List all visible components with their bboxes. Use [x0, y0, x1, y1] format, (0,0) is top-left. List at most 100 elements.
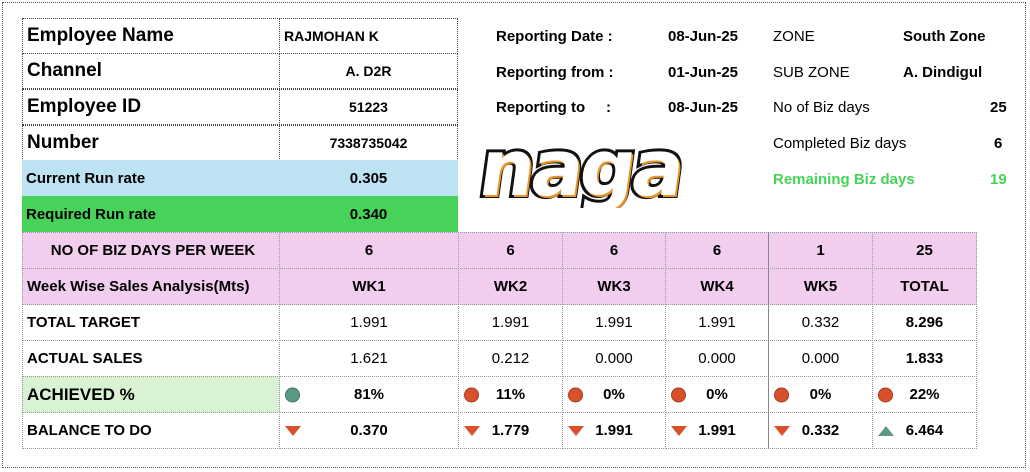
red-circle-icon [568, 387, 583, 402]
table-cell: 0.212 [458, 340, 563, 377]
table-cell: 6 [562, 232, 666, 269]
name-label: Employee Name [22, 18, 280, 54]
id-value: 51223 [279, 89, 458, 125]
reporting-date: 08-Jun-25 [668, 27, 739, 45]
subzone-label: SUB ZONE [773, 63, 850, 81]
table-cell: 0% [768, 376, 873, 413]
cell-value: 11% [495, 386, 526, 403]
table-cell: 0% [665, 376, 769, 413]
cell-value: 0.370 [350, 422, 388, 439]
table-cell: 22% [872, 376, 977, 413]
biz-days-label: No of Biz days [773, 98, 870, 116]
table-cell: WK1 [279, 268, 459, 305]
arrow-down-icon [464, 425, 480, 436]
cell-value: 1.833 [905, 350, 944, 367]
cell-value: 1.991 [491, 314, 530, 331]
remaining-days-label: Remaining Biz days [773, 170, 915, 188]
cell-value: 25 [916, 242, 933, 259]
completed-days-label: Completed Biz days [773, 134, 907, 152]
cell-value: 8.296 [905, 314, 944, 331]
table-cell: 11% [458, 376, 563, 413]
cell-value: 1.991 [698, 314, 736, 331]
cell-value: 1.991 [350, 314, 388, 331]
arrow-down-icon [774, 425, 790, 436]
table-cell: 6 [279, 232, 459, 269]
biz-days-value: 25 [990, 98, 1007, 116]
table-cell: 0.370 [279, 412, 459, 449]
table-cell: WK2 [458, 268, 563, 305]
arrow-down-icon [671, 425, 687, 436]
reporting-to-label: Reporting to : [496, 98, 611, 116]
table-cell: 6.464 [872, 412, 977, 449]
reporting-from: 01-Jun-25 [668, 63, 739, 81]
cell-value: 6 [712, 242, 722, 259]
remaining-days-value: 19 [990, 170, 1007, 188]
cell-value: 1.779 [491, 422, 530, 439]
row-label: ACHIEVED % [22, 376, 280, 413]
required-rr-label: Required Run rate [22, 196, 280, 232]
table-cell: TOTAL [872, 268, 977, 305]
number-label: Number [22, 125, 280, 161]
cell-value: 1 [816, 242, 825, 259]
cell-value: 6 [506, 242, 515, 259]
table-cell: 0.000 [562, 340, 666, 377]
table-cell: 0.332 [768, 412, 873, 449]
cell-value: 6.464 [905, 422, 944, 439]
current-rr-label: Current Run rate [22, 160, 280, 196]
cell-value: TOTAL [900, 278, 949, 295]
table-cell: 0% [562, 376, 666, 413]
reporting-from-label: Reporting from : [496, 63, 614, 81]
cell-value: 0.000 [595, 350, 633, 367]
cell-value: 0% [706, 386, 728, 403]
table-cell: 1.991 [458, 304, 563, 341]
cell-value: 0.000 [801, 350, 840, 367]
cell-value: 0.332 [801, 314, 840, 331]
cell-value: 1.991 [595, 314, 633, 331]
current-rr-value: 0.305 [279, 160, 458, 196]
table-cell: 1.991 [562, 304, 666, 341]
channel-value: A. D2R [279, 53, 458, 89]
cell-value: 0% [603, 386, 625, 403]
table-cell: 1.991 [279, 304, 459, 341]
row-label: Week Wise Sales Analysis(Mts) [22, 268, 280, 305]
table-cell: 1.621 [279, 340, 459, 377]
red-circle-icon [774, 387, 789, 402]
cell-value: 22% [909, 386, 940, 403]
red-circle-icon [878, 387, 893, 402]
cell-value: 1.991 [595, 422, 633, 439]
arrow-down-icon [285, 425, 301, 436]
table-cell: 1.991 [665, 412, 769, 449]
cell-value: 1.991 [698, 422, 736, 439]
cell-value: 6 [609, 242, 619, 259]
cell-value: 0.000 [698, 350, 736, 367]
table-cell: 6 [458, 232, 563, 269]
zone-value: South Zone [903, 27, 986, 45]
cell-value: WK3 [597, 278, 631, 295]
subzone-value: A. Dindigul [903, 63, 983, 81]
table-cell: WK5 [768, 268, 873, 305]
cell-value: 81% [353, 386, 385, 403]
cell-value: WK4 [700, 278, 734, 295]
table-cell: 1.779 [458, 412, 563, 449]
naga-logo: naga [474, 130, 690, 208]
row-label: ACTUAL SALES [22, 340, 280, 377]
table-cell: 1 [768, 232, 873, 269]
cell-value: WK5 [803, 278, 838, 295]
green-circle-icon [285, 387, 300, 402]
arrow-down-icon [568, 425, 584, 436]
cell-value: 0.212 [491, 350, 530, 367]
number-value: 7338735042 [279, 125, 458, 161]
table-cell: 8.296 [872, 304, 977, 341]
name-value: RAJMOHAN K [279, 18, 458, 54]
table-cell: WK3 [562, 268, 666, 305]
table-cell: 25 [872, 232, 977, 269]
table-cell: 0.000 [665, 340, 769, 377]
table-cell: 6 [665, 232, 769, 269]
table-cell: 1.991 [665, 304, 769, 341]
cell-value: WK2 [493, 278, 528, 295]
completed-days-value: 6 [994, 134, 1003, 152]
table-cell: 1.833 [872, 340, 977, 377]
table-cell: 1.991 [562, 412, 666, 449]
red-circle-icon [671, 387, 686, 402]
reporting-date-label: Reporting Date : [496, 27, 613, 45]
